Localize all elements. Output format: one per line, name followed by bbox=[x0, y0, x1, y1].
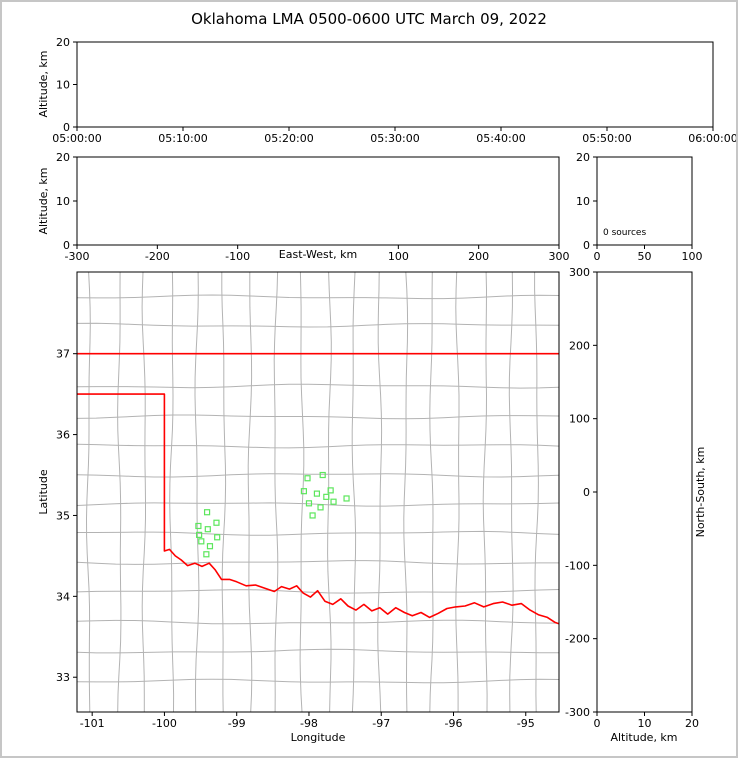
x-tick-label: 05:30:00 bbox=[370, 132, 419, 145]
panel-border bbox=[596, 271, 693, 713]
source-marker bbox=[343, 495, 350, 502]
source-marker bbox=[204, 526, 211, 533]
y-tick-label: 0 bbox=[583, 239, 590, 252]
x-tick-label: 200 bbox=[468, 250, 489, 263]
x-tick-label: -200 bbox=[145, 250, 170, 263]
ew-panel-xlabel: East-West, km bbox=[278, 248, 358, 261]
map-layers bbox=[77, 272, 559, 712]
map-canvas: -101 -100 -99 -98 -97 -96 -95 33 34 35 36 37 bbox=[56, 271, 560, 730]
source-count-annotation: 0 sources bbox=[603, 228, 647, 238]
source-marker bbox=[323, 493, 330, 500]
x-tick-label: 05:40:00 bbox=[476, 132, 525, 145]
y-tick-label: 200 bbox=[569, 339, 590, 352]
x-tick-label: 20 bbox=[685, 717, 699, 730]
x-tick-label: 0 bbox=[594, 250, 601, 263]
y-tick-label: 100 bbox=[569, 413, 590, 426]
ns-panel-xlabel: Altitude, km bbox=[610, 731, 678, 744]
x-tick-label: 300 bbox=[549, 250, 570, 263]
source-marker bbox=[206, 543, 214, 550]
ew-panel-ylabel: Altitude, km bbox=[37, 167, 50, 235]
x-tick-label: -96 bbox=[445, 717, 463, 730]
altitude-vs-east-west-panel: -300 -200 -100 100 200 300 0 10 20 bbox=[56, 151, 570, 263]
x-tick-label: -99 bbox=[228, 717, 246, 730]
y-tick-label: 34 bbox=[56, 590, 70, 603]
source-marker bbox=[195, 522, 202, 530]
county-lines bbox=[77, 272, 559, 712]
source-marker bbox=[327, 487, 334, 494]
ns-panel-right-label: North-South, km bbox=[694, 446, 707, 538]
y-tick-label: 10 bbox=[56, 79, 70, 92]
y-tick-label: 36 bbox=[56, 429, 70, 442]
source-marker bbox=[203, 551, 210, 558]
y-tick-label: 20 bbox=[56, 151, 70, 164]
source-marker bbox=[330, 498, 337, 505]
y-tick-label: 0 bbox=[63, 239, 70, 252]
x-tick-label: 100 bbox=[682, 250, 703, 263]
source-marker bbox=[198, 538, 205, 545]
y-tick-label: -200 bbox=[565, 633, 590, 646]
time-height-canvas: 05:00:00 05:10:00 05:20:00 05:30:00 05:40:00… bbox=[52, 36, 736, 145]
x-tick-label: -100 bbox=[152, 717, 177, 730]
y-tick-label: 300 bbox=[569, 266, 590, 279]
north-south-vs-altitude-panel: 0 10 20 300 200 100 0 -100 -200 -300 bbox=[565, 266, 699, 730]
y-tick-label: 33 bbox=[56, 671, 70, 684]
source-marker bbox=[317, 504, 324, 511]
source-marker bbox=[319, 471, 326, 479]
source-marker bbox=[213, 519, 220, 526]
source-marker bbox=[305, 500, 313, 507]
x-tick-label: 05:20:00 bbox=[264, 132, 313, 145]
x-tick-label: 10 bbox=[638, 717, 652, 730]
altitude-vs-time-panel: 05:00:00 05:10:00 05:20:00 05:30:00 05:40:00… bbox=[52, 36, 736, 145]
source-marker bbox=[196, 531, 203, 538]
alt-histogram-canvas: 0 50 100 0 10 20 bbox=[576, 151, 703, 263]
x-tick-label: 05:10:00 bbox=[158, 132, 207, 145]
figure-title: Oklahoma LMA 0500-0600 UTC March 09, 202… bbox=[191, 10, 547, 28]
y-tick-label: 37 bbox=[56, 348, 70, 361]
y-tick-label: 10 bbox=[576, 195, 590, 208]
x-tick-label: 06:00:00 bbox=[688, 132, 737, 145]
y-tick-label: 20 bbox=[56, 36, 70, 49]
x-tick-label: 0 bbox=[594, 717, 601, 730]
source-marker bbox=[214, 534, 221, 541]
source-marker bbox=[304, 475, 311, 482]
x-tick-label: -95 bbox=[517, 717, 535, 730]
panel-border bbox=[596, 156, 693, 246]
x-tick-label: 50 bbox=[638, 250, 652, 263]
source-marker bbox=[300, 488, 308, 495]
ns-height-canvas: 0 10 20 300 200 100 0 -100 -200 -300 bbox=[565, 266, 699, 730]
panel-border bbox=[76, 156, 560, 246]
x-tick-label: -97 bbox=[372, 717, 390, 730]
source-markers bbox=[195, 471, 350, 558]
y-tick-label: -100 bbox=[565, 559, 590, 572]
source-marker bbox=[309, 512, 316, 519]
x-tick-label: 05:00:00 bbox=[52, 132, 101, 145]
source-marker bbox=[203, 509, 211, 516]
plan-view-map-panel: -101 -100 -99 -98 -97 -96 -95 33 34 35 36 37 bbox=[56, 271, 560, 730]
x-tick-label: -98 bbox=[300, 717, 318, 730]
y-tick-label: -300 bbox=[565, 706, 590, 719]
y-tick-label: 10 bbox=[56, 195, 70, 208]
map-ylabel: Latitude bbox=[37, 469, 50, 515]
state-boundary bbox=[77, 352, 559, 625]
altitude-histogram-panel: 0 50 100 0 10 20 bbox=[576, 151, 703, 263]
x-tick-label: -300 bbox=[65, 250, 90, 263]
source-marker bbox=[313, 490, 321, 497]
x-tick-label: 100 bbox=[388, 250, 409, 263]
panel-border bbox=[76, 271, 560, 713]
map-xlabel: Longitude bbox=[290, 731, 346, 744]
y-tick-label: 0 bbox=[583, 486, 590, 499]
y-tick-label: 0 bbox=[63, 121, 70, 134]
y-tick-label: 35 bbox=[56, 509, 70, 522]
ew-height-canvas: -300 -200 -100 100 200 300 0 10 20 bbox=[56, 151, 570, 263]
x-tick-label: -100 bbox=[225, 250, 250, 263]
x-tick-label: -101 bbox=[80, 717, 105, 730]
y-tick-label: 20 bbox=[576, 151, 590, 164]
panel-border bbox=[76, 41, 714, 128]
time-panel-ylabel: Altitude, km bbox=[37, 50, 50, 118]
x-tick-label: 05:50:00 bbox=[582, 132, 631, 145]
